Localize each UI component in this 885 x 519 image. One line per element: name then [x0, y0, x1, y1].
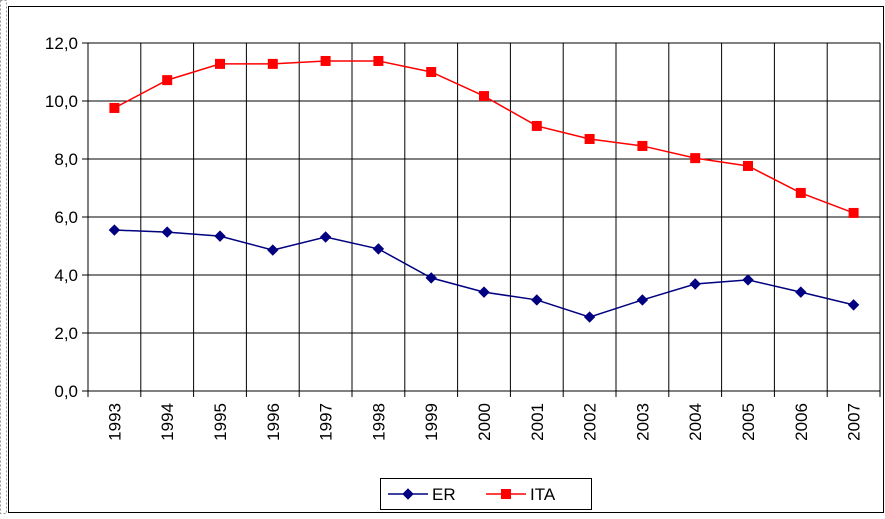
y-tick-label: 8,0: [54, 150, 78, 169]
data-point: [531, 294, 543, 306]
x-tick-label: 2006: [792, 403, 811, 441]
data-point: [425, 272, 437, 284]
data-point: [267, 58, 278, 69]
data-point: [583, 311, 596, 323]
x-tick-label: 1993: [105, 403, 124, 441]
data-point: [479, 91, 489, 102]
legend-marker: [501, 489, 511, 499]
y-tick-label: 2,0: [54, 324, 78, 343]
y-tick-label: 6,0: [54, 208, 78, 227]
data-point: [426, 67, 437, 77]
legend-marker: [402, 488, 414, 500]
data-point: [267, 244, 279, 256]
y-tick-label: 4,0: [54, 266, 78, 285]
x-tick-label: 1996: [264, 403, 283, 441]
data-point: [743, 160, 753, 171]
data-point: [636, 294, 649, 306]
data-point: [109, 102, 120, 113]
data-point: [373, 55, 384, 66]
data-point: [372, 243, 385, 255]
x-tick-label: 1999: [422, 403, 441, 441]
data-point: [637, 140, 648, 151]
data-point: [320, 55, 331, 66]
data-point: [215, 58, 225, 69]
x-tick-label: 1998: [369, 403, 388, 441]
data-point: [478, 286, 490, 298]
data-point: [795, 187, 806, 198]
legend-label: ITA: [530, 485, 556, 504]
x-tick-label: 2005: [739, 403, 758, 441]
y-tick-label: 12,0: [45, 34, 78, 53]
y-tick-label: 10,0: [45, 92, 78, 111]
x-tick-label: 2002: [581, 403, 600, 441]
x-tick-label: 1994: [158, 403, 177, 441]
chart-frame: [8, 6, 884, 513]
x-tick-label: 2003: [633, 403, 652, 441]
data-point: [690, 153, 701, 164]
x-tick-label: 1997: [317, 403, 336, 441]
x-tick-label: 2001: [528, 403, 547, 441]
x-tick-label: 2000: [475, 403, 494, 441]
data-point: [214, 230, 226, 242]
data-point: [689, 278, 701, 290]
data-point: [795, 286, 807, 298]
data-point: [848, 207, 859, 218]
data-point: [161, 226, 173, 238]
x-tick-label: 1995: [211, 403, 230, 441]
data-point: [108, 224, 121, 236]
frame-edge: [0, 0, 7, 514]
data-point: [319, 231, 332, 243]
data-point: [847, 299, 860, 311]
data-point: [584, 133, 595, 144]
data-point: [531, 120, 542, 131]
y-tick-label: 0,0: [54, 382, 78, 401]
x-tick-label: 2007: [845, 403, 864, 441]
x-tick-label: 2004: [686, 403, 705, 441]
data-point: [742, 274, 754, 286]
data-point: [162, 75, 173, 86]
legend-label: ER: [432, 485, 456, 504]
